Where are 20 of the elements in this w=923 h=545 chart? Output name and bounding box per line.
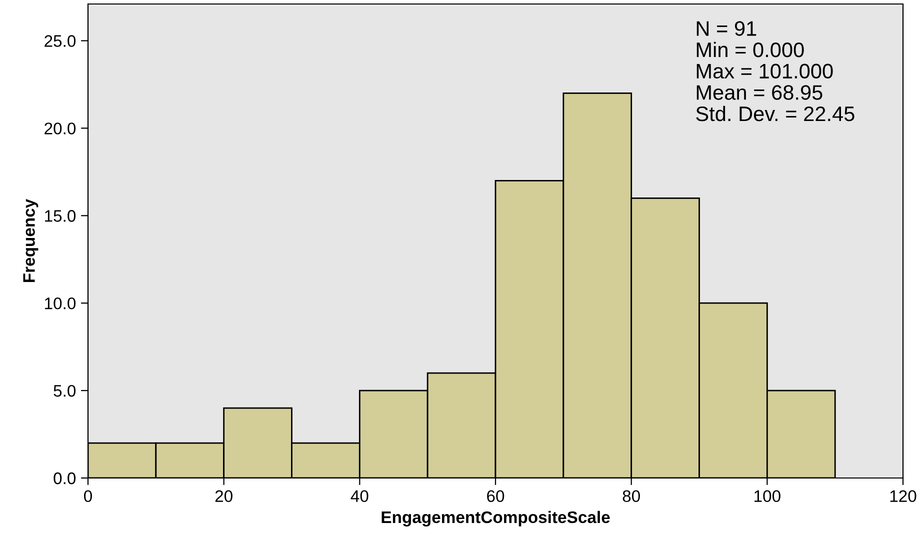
annotation: N = 91 xyxy=(696,21,756,36)
y-axis-title: Frequency xyxy=(23,198,38,282)
annotation: Max = 101.000 xyxy=(696,64,833,79)
y-tick-label: 20.0 xyxy=(44,122,76,134)
y-tick-label: 25.0 xyxy=(44,35,76,47)
y-tick-label: 5.0 xyxy=(54,384,76,397)
x-tick-label: 120 xyxy=(890,490,916,502)
y-tick-label: 15.0 xyxy=(45,210,76,222)
annotation: Mean = 68.95 xyxy=(696,85,822,100)
x-tick-label: 20 xyxy=(215,490,232,502)
x-tick-label: 40 xyxy=(350,490,368,502)
x-tick-label: 80 xyxy=(622,490,640,502)
x-tick-label: 60 xyxy=(487,490,504,502)
x-tick-label: 0 xyxy=(84,490,92,502)
y-tick-label: 10.0 xyxy=(45,297,76,310)
x-tick-label: 100 xyxy=(754,490,780,502)
x-axis-title: EngagementCompositeScale xyxy=(382,510,610,527)
y-tick-label: 0.0 xyxy=(54,472,76,484)
annotation: Std. Dev. = 22.45 xyxy=(696,106,854,122)
annotation: Min = 0.000 xyxy=(696,42,804,58)
